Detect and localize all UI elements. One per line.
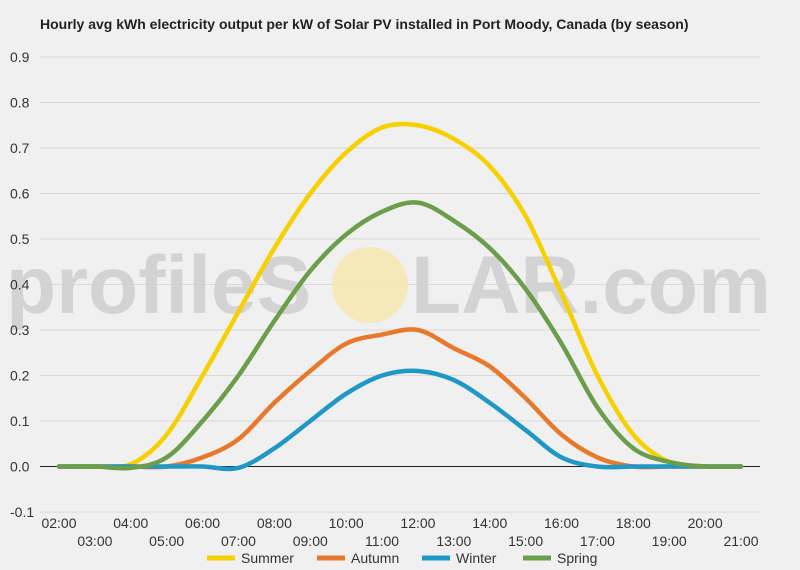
y-tick-label: 0.2 [10,368,30,384]
x-tick-label: 20:00 [688,515,723,531]
legend-label-autumn: Autumn [351,550,399,566]
x-tick-label: 19:00 [652,533,687,549]
x-tick-label: 10:00 [329,515,364,531]
y-tick-label: 0.3 [10,322,30,338]
x-tick-label: 15:00 [508,533,543,549]
x-tick-label: 16:00 [544,515,579,531]
y-tick-label: 0.4 [10,277,30,293]
x-tick-label: 06:00 [185,515,220,531]
legend: Summer Autumn Winter Spring [207,550,597,566]
watermark: profileS LAR.com [6,240,771,331]
x-tick-label: 13:00 [436,533,471,549]
legend-label-spring: Spring [557,550,597,566]
chart-title: Hourly avg kWh electricity output per kW… [40,16,689,32]
y-tick-label: 0.8 [10,95,30,111]
watermark-text-left: profileS [6,240,311,331]
x-tick-label: 17:00 [580,533,615,549]
x-tick-label: 21:00 [723,533,758,549]
x-tick-label: 12:00 [400,515,435,531]
y-tick-label: -0.1 [10,504,34,520]
y-tick-label: 0.9 [10,49,30,65]
y-tick-label: 0.6 [10,186,30,202]
x-tick-label: 08:00 [257,515,292,531]
x-tick-label: 02:00 [41,515,76,531]
y-tick-label: 0.7 [10,140,30,156]
x-tick-label: 11:00 [365,533,399,549]
x-tick-label: 05:00 [149,533,184,549]
series-line-spring [56,200,744,471]
y-tick-label: 0.5 [10,231,30,247]
y-tick-label: 0.1 [10,413,30,429]
legend-label-summer: Summer [241,550,294,566]
series-line-winter [56,368,744,472]
x-tick-label: 14:00 [472,515,507,531]
y-tick-label: 0.0 [10,459,30,475]
watermark-sun-icon [332,247,408,323]
x-tick-label: 07:00 [221,533,256,549]
x-tick-label: 03:00 [77,533,112,549]
x-tick-label: 09:00 [293,533,328,549]
watermark-text-right: LAR.com [411,240,771,331]
x-tick-label: 18:00 [616,515,651,531]
series-line-summer [56,121,744,470]
series-line-autumn [56,327,744,470]
legend-label-winter: Winter [456,550,497,566]
x-tick-label: 04:00 [113,515,148,531]
series-lines [56,121,744,472]
